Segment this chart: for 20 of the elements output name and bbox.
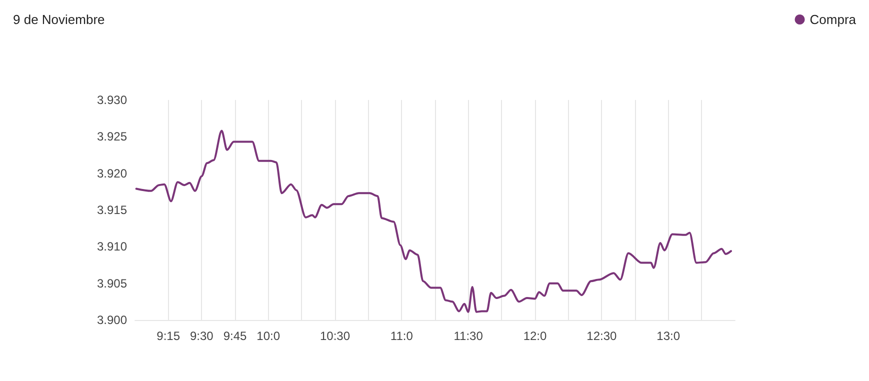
line-series xyxy=(135,130,732,313)
y-tick-label: 3.905 xyxy=(96,276,128,290)
y-tick-label: 3.920 xyxy=(96,166,128,180)
x-tick-label: 9:45 xyxy=(223,329,247,343)
y-tick-label: 3.910 xyxy=(96,240,128,254)
y-tick-label: 3.925 xyxy=(96,130,128,144)
x-tick-label: 11:30 xyxy=(454,329,484,343)
x-tick-label: 9:15 xyxy=(156,329,180,343)
x-tick-label: 10:30 xyxy=(320,329,350,343)
x-tick-label: 13:0 xyxy=(656,329,680,343)
y-tick-label: 3.930 xyxy=(96,93,128,107)
x-tick-label: 10:0 xyxy=(256,329,280,343)
y-tick-label: 3.900 xyxy=(96,313,128,327)
x-tick-label: 9:30 xyxy=(190,329,214,343)
x-tick-label: 12:30 xyxy=(586,329,618,343)
chart-title: 9 de Noviembre xyxy=(13,12,105,27)
x-tick-label: 11:0 xyxy=(390,329,414,343)
legend-label: Compra xyxy=(810,12,857,27)
y-tick-label: 3.915 xyxy=(96,203,128,217)
x-tick-label: 12:0 xyxy=(523,329,547,343)
